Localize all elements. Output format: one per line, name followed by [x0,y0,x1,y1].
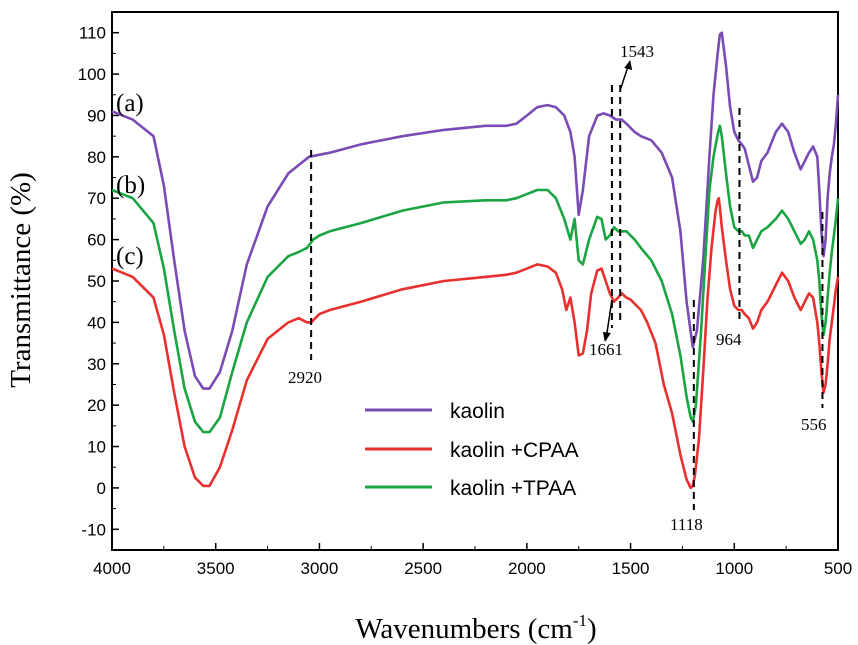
y-tick-label-80: 80 [87,148,106,167]
legend-label-tpaa: kaolin +TPAA [450,477,576,500]
annotation-1543: 1543 [620,42,654,61]
y-tick-label-40: 40 [87,313,106,332]
arrow-1661-head [602,332,611,342]
x-tick-label-1000: 1000 [715,559,753,578]
annotation-1661: 1661 [589,340,623,359]
y-tick-label-90: 90 [87,106,106,125]
x-tick-label-4000: 4000 [93,559,131,578]
x-tick-label-2500: 2500 [404,559,442,578]
annotation-2920: 2920 [288,368,322,387]
x-tick-label-1500: 1500 [612,559,650,578]
series-line-2 [111,124,840,434]
y-tick-label-30: 30 [87,355,106,374]
x-tick-label-3500: 3500 [197,559,235,578]
series-line-0 [111,31,840,390]
y-tick-label-60: 60 [87,231,106,250]
y-tick-label-0: 0 [97,479,106,498]
arrow-1543-shaft [619,65,629,91]
x-axis-title-close: ) [587,613,597,645]
x-tick-label-3000: 3000 [301,559,339,578]
y-tick-label-70: 70 [87,189,106,208]
y-tick-label-100: 100 [78,65,106,84]
curve-label-b: (b) [116,172,145,199]
axes-layer: 4000 3500 3000 2500 2000 1500 1000 500 -10 0 10 20 3… [78,11,852,578]
y-tick-label--10: -10 [81,520,106,539]
y-tick-label-20: 20 [87,396,106,415]
curve-label-c: (c) [116,243,144,270]
annotation-964: 964 [716,330,742,349]
y-tick-label-50: 50 [87,272,106,291]
legend: kaolin kaolin +CPAA kaolin +TPAA [365,400,579,500]
x-axis-title: Wavenumbers (cm-1) [355,611,596,645]
y-axis-title: Transmittance (%) [5,172,37,388]
arrow-1543-head [624,60,633,70]
y-tick-label-110: 110 [79,24,106,43]
x-axis-title-main: Wavenumbers (cm [355,613,573,645]
legend-label-kaolin: kaolin [450,400,505,423]
legend-label-cpaa: kaolin +CPAA [450,439,579,462]
annotations-layer [310,60,824,510]
y-tick-label-10: 10 [87,438,106,457]
curve-label-a: (a) [116,90,144,117]
x-tick-label-500: 500 [824,559,852,578]
x-tick-label-2000: 2000 [508,559,546,578]
x-axis-title-sup: -1 [573,611,587,630]
annotation-1118: 1118 [670,515,703,534]
annotation-556: 556 [801,415,827,434]
